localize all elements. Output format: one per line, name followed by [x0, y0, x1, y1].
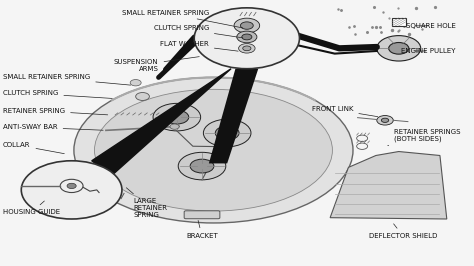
Circle shape	[382, 118, 389, 122]
Polygon shape	[330, 152, 447, 219]
Circle shape	[178, 152, 226, 180]
Text: FLAT WASHER: FLAT WASHER	[160, 41, 238, 51]
Text: CLUTCH SPRING: CLUTCH SPRING	[3, 90, 112, 98]
Circle shape	[238, 44, 255, 53]
Circle shape	[243, 46, 251, 51]
Circle shape	[240, 22, 253, 29]
Circle shape	[237, 31, 257, 43]
Text: BRACKET: BRACKET	[186, 220, 218, 239]
Text: FRONT LINK: FRONT LINK	[312, 106, 378, 117]
Text: RETAINER SPRING: RETAINER SPRING	[3, 107, 108, 115]
Text: COLLAR: COLLAR	[3, 142, 64, 154]
Text: RETAINER SPRINGS
(BOTH SIDES): RETAINER SPRINGS (BOTH SIDES)	[388, 129, 461, 146]
Circle shape	[67, 183, 76, 189]
Text: DEFLECTOR SHIELD: DEFLECTOR SHIELD	[369, 224, 438, 239]
Circle shape	[165, 110, 189, 124]
Text: SUSPENSION
ARMS: SUSPENSION ARMS	[114, 57, 199, 72]
Circle shape	[242, 34, 252, 40]
Circle shape	[170, 124, 179, 129]
Text: ENGINE PULLEY: ENGINE PULLEY	[401, 48, 456, 54]
Circle shape	[389, 43, 409, 54]
Circle shape	[377, 115, 393, 125]
Circle shape	[21, 161, 122, 219]
Bar	[392, 18, 406, 26]
Text: CLUTCH SPRING: CLUTCH SPRING	[154, 26, 243, 38]
Circle shape	[234, 18, 260, 33]
Circle shape	[377, 36, 421, 61]
Circle shape	[203, 119, 251, 147]
Text: SMALL RETAINER SPRING: SMALL RETAINER SPRING	[3, 74, 131, 85]
Ellipse shape	[94, 89, 332, 211]
Text: HOUSING GUIDE: HOUSING GUIDE	[3, 201, 60, 215]
Circle shape	[215, 126, 239, 140]
Text: SMALL RETAINER SPRING: SMALL RETAINER SPRING	[122, 10, 243, 28]
Text: SQUARE HOLE: SQUARE HOLE	[406, 23, 456, 29]
Ellipse shape	[74, 77, 353, 223]
Circle shape	[153, 103, 201, 131]
Circle shape	[136, 93, 149, 101]
Text: ANTI-SWAY BAR: ANTI-SWAY BAR	[3, 124, 103, 130]
Polygon shape	[92, 69, 231, 175]
Text: LARGE
RETAINER
SPRING: LARGE RETAINER SPRING	[127, 188, 167, 218]
FancyBboxPatch shape	[184, 211, 220, 219]
Circle shape	[194, 8, 300, 69]
Circle shape	[190, 159, 214, 173]
Polygon shape	[209, 69, 258, 163]
Circle shape	[130, 80, 141, 86]
